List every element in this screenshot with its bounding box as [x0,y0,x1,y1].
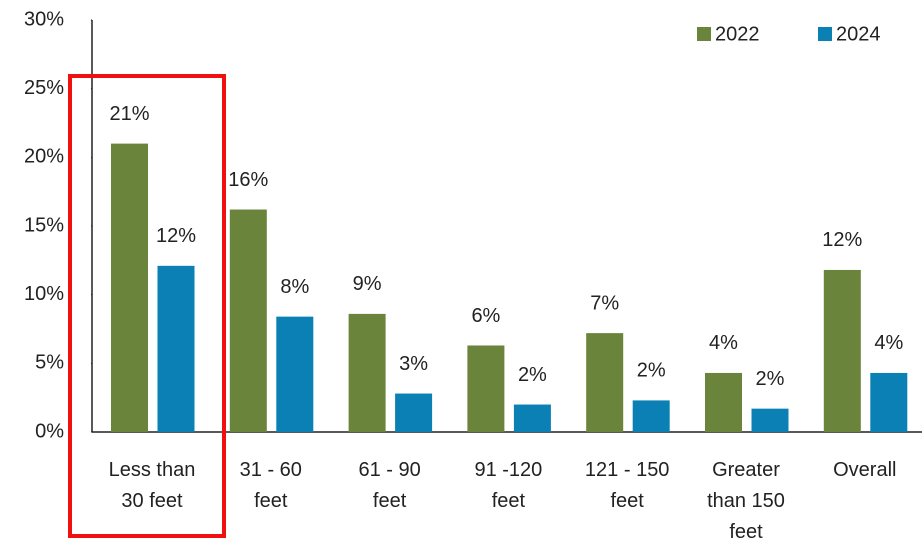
y-tick-label: 30% [24,8,64,30]
data-label: 6% [471,305,500,327]
legend-label: 2022 [715,23,760,45]
bar [870,372,908,432]
bar [276,316,314,432]
bar [111,143,148,432]
y-tick-label: 10% [24,283,64,305]
data-label: 2% [637,360,666,382]
data-label: 16% [228,169,268,191]
x-tick-label: Greater than 150 feet [707,459,785,543]
bar [467,345,505,432]
data-label: 21% [109,103,149,125]
legend-swatch [697,27,711,41]
y-tick-label: 25% [24,77,64,99]
data-label: 12% [822,229,862,251]
x-tick-label: Overall [833,459,897,481]
y-tick-label: 15% [24,214,64,236]
y-tick-label: 20% [24,146,64,168]
x-tick-label: 121 - 150 feet [584,459,670,512]
bar [586,333,624,432]
legend-label: 2024 [836,23,881,45]
bar [229,209,267,432]
data-label: 12% [156,225,196,247]
bar [823,269,861,432]
bar [348,313,386,432]
x-tick-label: 91 -120 feet [474,459,543,512]
bar [632,400,670,432]
legend-swatch [818,27,832,41]
x-tick-label: Less than 30 feet [108,459,196,512]
data-label: 2% [756,368,785,390]
bar [157,265,195,432]
data-label: 4% [709,332,738,354]
data-label: 4% [874,332,903,354]
x-tick-label: 31 - 60 feet [239,459,302,512]
data-label: 7% [590,292,619,314]
bar [705,372,742,432]
bar [751,408,789,432]
y-tick-label: 0% [35,420,64,442]
y-tick-label: 5% [35,352,64,374]
data-label: 2% [518,364,547,386]
data-label: 3% [399,353,428,375]
x-tick-label: 61 - 90 feet [358,459,421,512]
highlight-box [68,74,226,538]
data-label: 8% [280,276,309,298]
bar [395,393,433,432]
data-label: 9% [353,273,382,295]
bar [513,404,551,432]
